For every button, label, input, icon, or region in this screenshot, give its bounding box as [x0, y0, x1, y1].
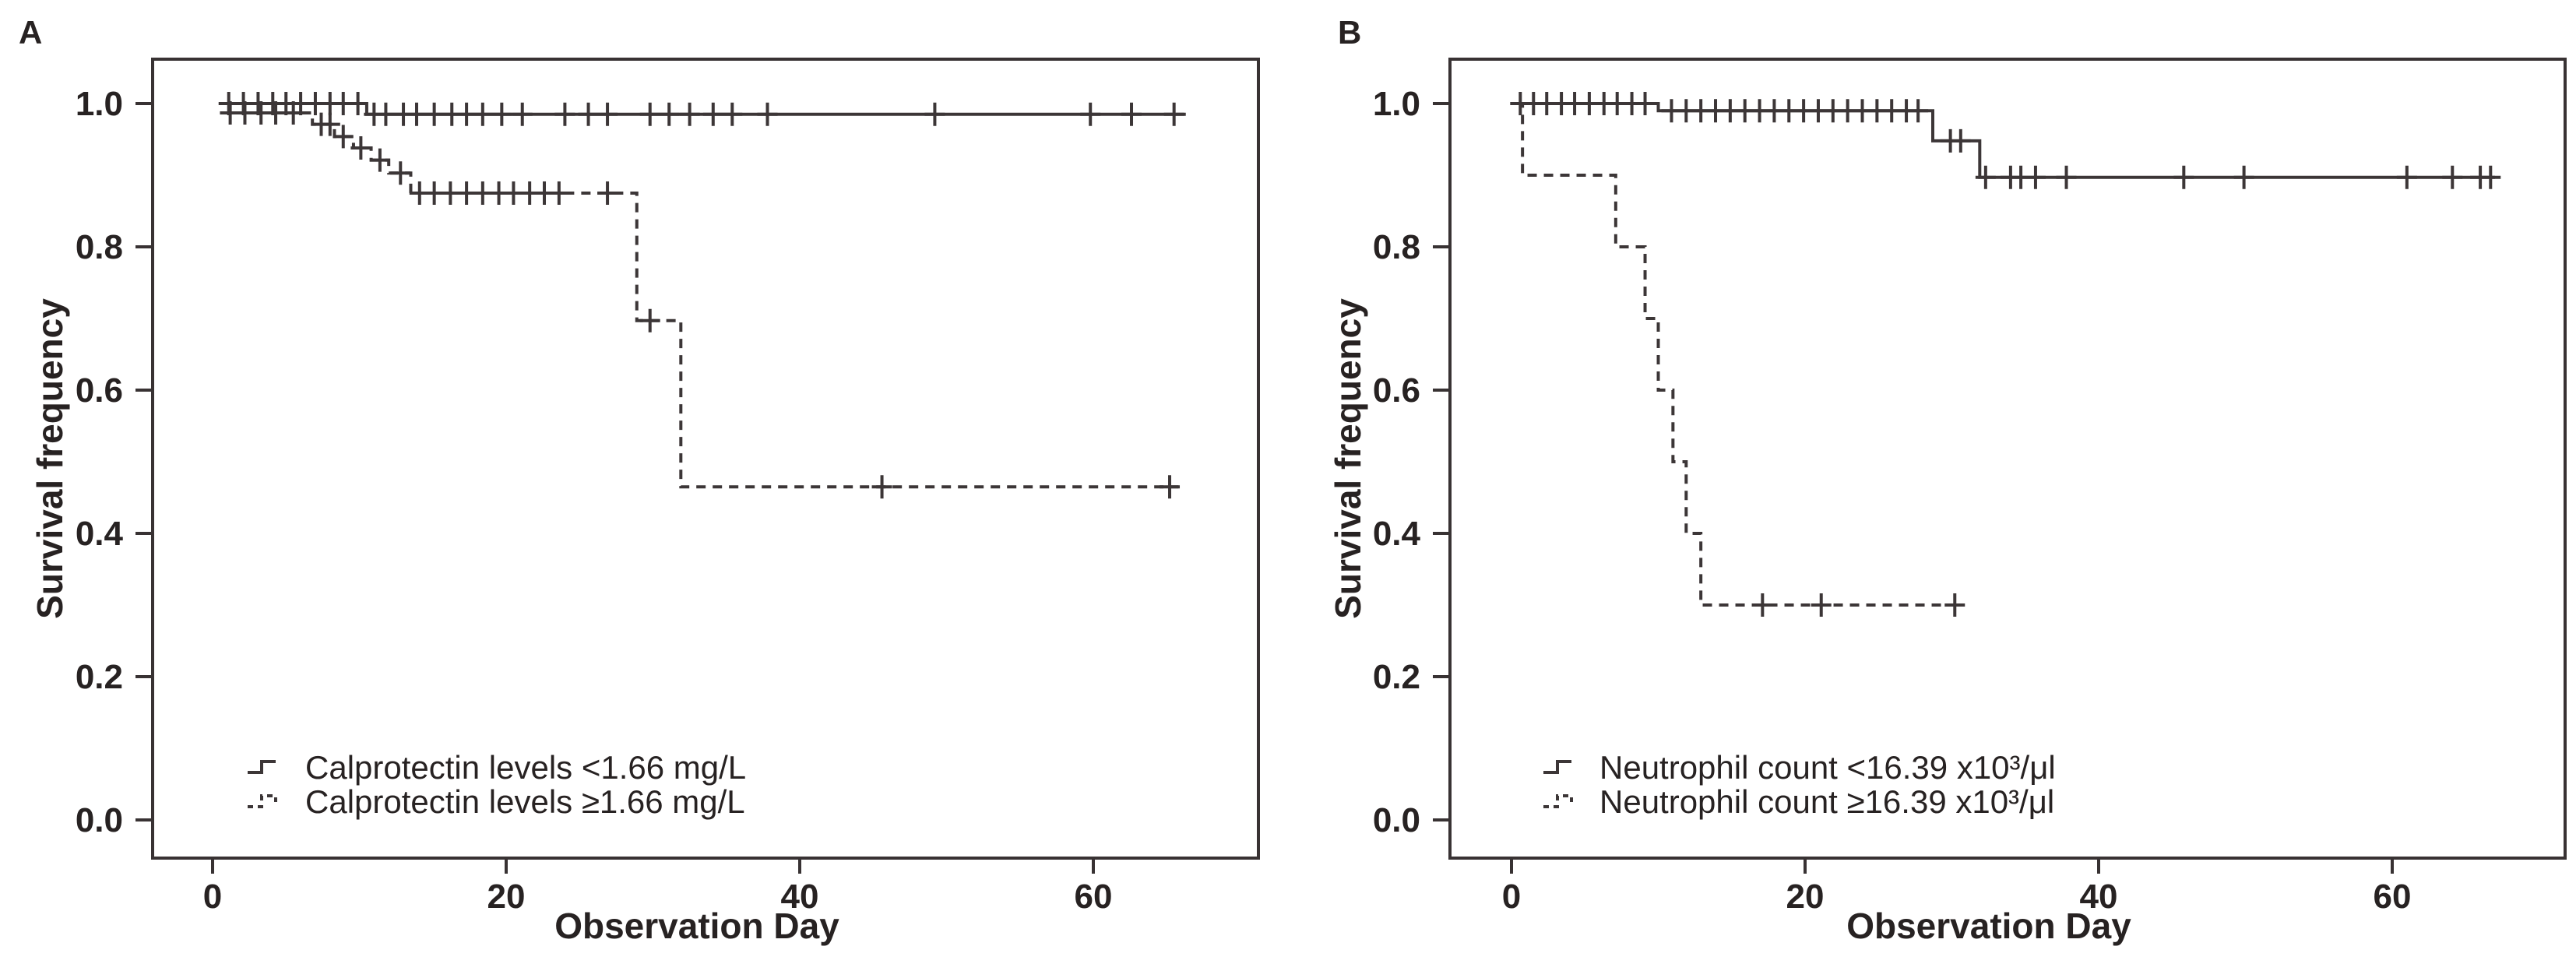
legend-solid-line-icon [248, 760, 276, 774]
y-tick-label: 0.0 [1373, 801, 1420, 839]
legend-dashed-line-icon [248, 794, 277, 808]
y-axis-title: Survival frequency [30, 298, 70, 619]
y-tick-label: 0.8 [1373, 228, 1420, 266]
y-tick-label: 0.0 [76, 801, 123, 839]
y-tick-label: 0.2 [1373, 658, 1420, 696]
y-tick-label: 1.0 [76, 85, 123, 123]
y-tick-label: 0.6 [1373, 371, 1420, 410]
plot-dynamic: 0 20 40 60 1.0 0.8 0.6 0.4 0.2 0.0 [1373, 85, 2501, 916]
y-tick-label: 1.0 [1373, 85, 1420, 123]
panel-b-letter: B [1338, 14, 1361, 51]
plot-frame [151, 58, 1260, 860]
legend-label-dashed: Neutrophil count ≥16.39 x10³/μl [1599, 783, 2054, 820]
x-tick-label: 0 [1502, 878, 1521, 916]
x-tick-label: 20 [487, 878, 526, 916]
km-curve-solid [1511, 102, 2495, 179]
censor-marks-dashed [1752, 593, 1965, 617]
km-curve-dashed [220, 111, 1179, 489]
x-tick-label: 40 [2080, 878, 2118, 916]
x-tick-label: 0 [203, 878, 222, 916]
plot-frame [1448, 58, 2567, 860]
plot-dynamic: 0 20 40 60 1.0 0.8 0.6 0.4 0.2 0.0 [76, 85, 1186, 916]
legend-label-dashed: Calprotectin levels ≥1.66 mg/L [305, 783, 745, 820]
legend: Neutrophil count <16.39 x10³/μl Neutroph… [1543, 749, 2056, 820]
panel-a-letter: A [19, 14, 42, 51]
x-axis-title: Observation Day [554, 906, 839, 946]
x-tick-label: 60 [1075, 878, 1113, 916]
y-tick-label: 0.6 [76, 371, 123, 410]
legend-solid-line-icon [1543, 760, 1571, 774]
x-tick-label: 40 [781, 878, 819, 916]
panel-b: B 0 20 40 60 1.0 0.8 0.6 0.4 0.2 0.0 Neutrophil c… [1288, 0, 2576, 971]
y-tick-label: 0.2 [76, 658, 123, 696]
legend: Calprotectin levels <1.66 mg/L Calprotec… [248, 749, 746, 820]
censor-marks-dashed [220, 100, 1181, 499]
legend-dashed-line-icon [1543, 794, 1573, 808]
y-axis-title: Survival frequency [1328, 298, 1368, 619]
panel-a: A 0 20 40 60 1.0 0.8 0.6 0.4 0.2 0.0 Calprotectin… [19, 14, 1260, 946]
legend-label-solid: Calprotectin levels <1.66 mg/L [305, 749, 746, 786]
legend-label-solid: Neutrophil count <16.39 x10³/μl [1599, 749, 2056, 786]
x-tick-label: 20 [1786, 878, 1825, 916]
y-tick-label: 0.4 [76, 515, 124, 553]
km-curve-solid [220, 102, 1186, 116]
x-tick-label: 60 [2374, 878, 2412, 916]
km-curve-dashed [1517, 102, 1957, 607]
y-tick-label: 0.8 [76, 228, 123, 266]
x-axis-title: Observation Day [1846, 906, 2131, 946]
y-tick-label: 0.4 [1373, 515, 1421, 553]
censor-marks-solid [218, 92, 1184, 126]
